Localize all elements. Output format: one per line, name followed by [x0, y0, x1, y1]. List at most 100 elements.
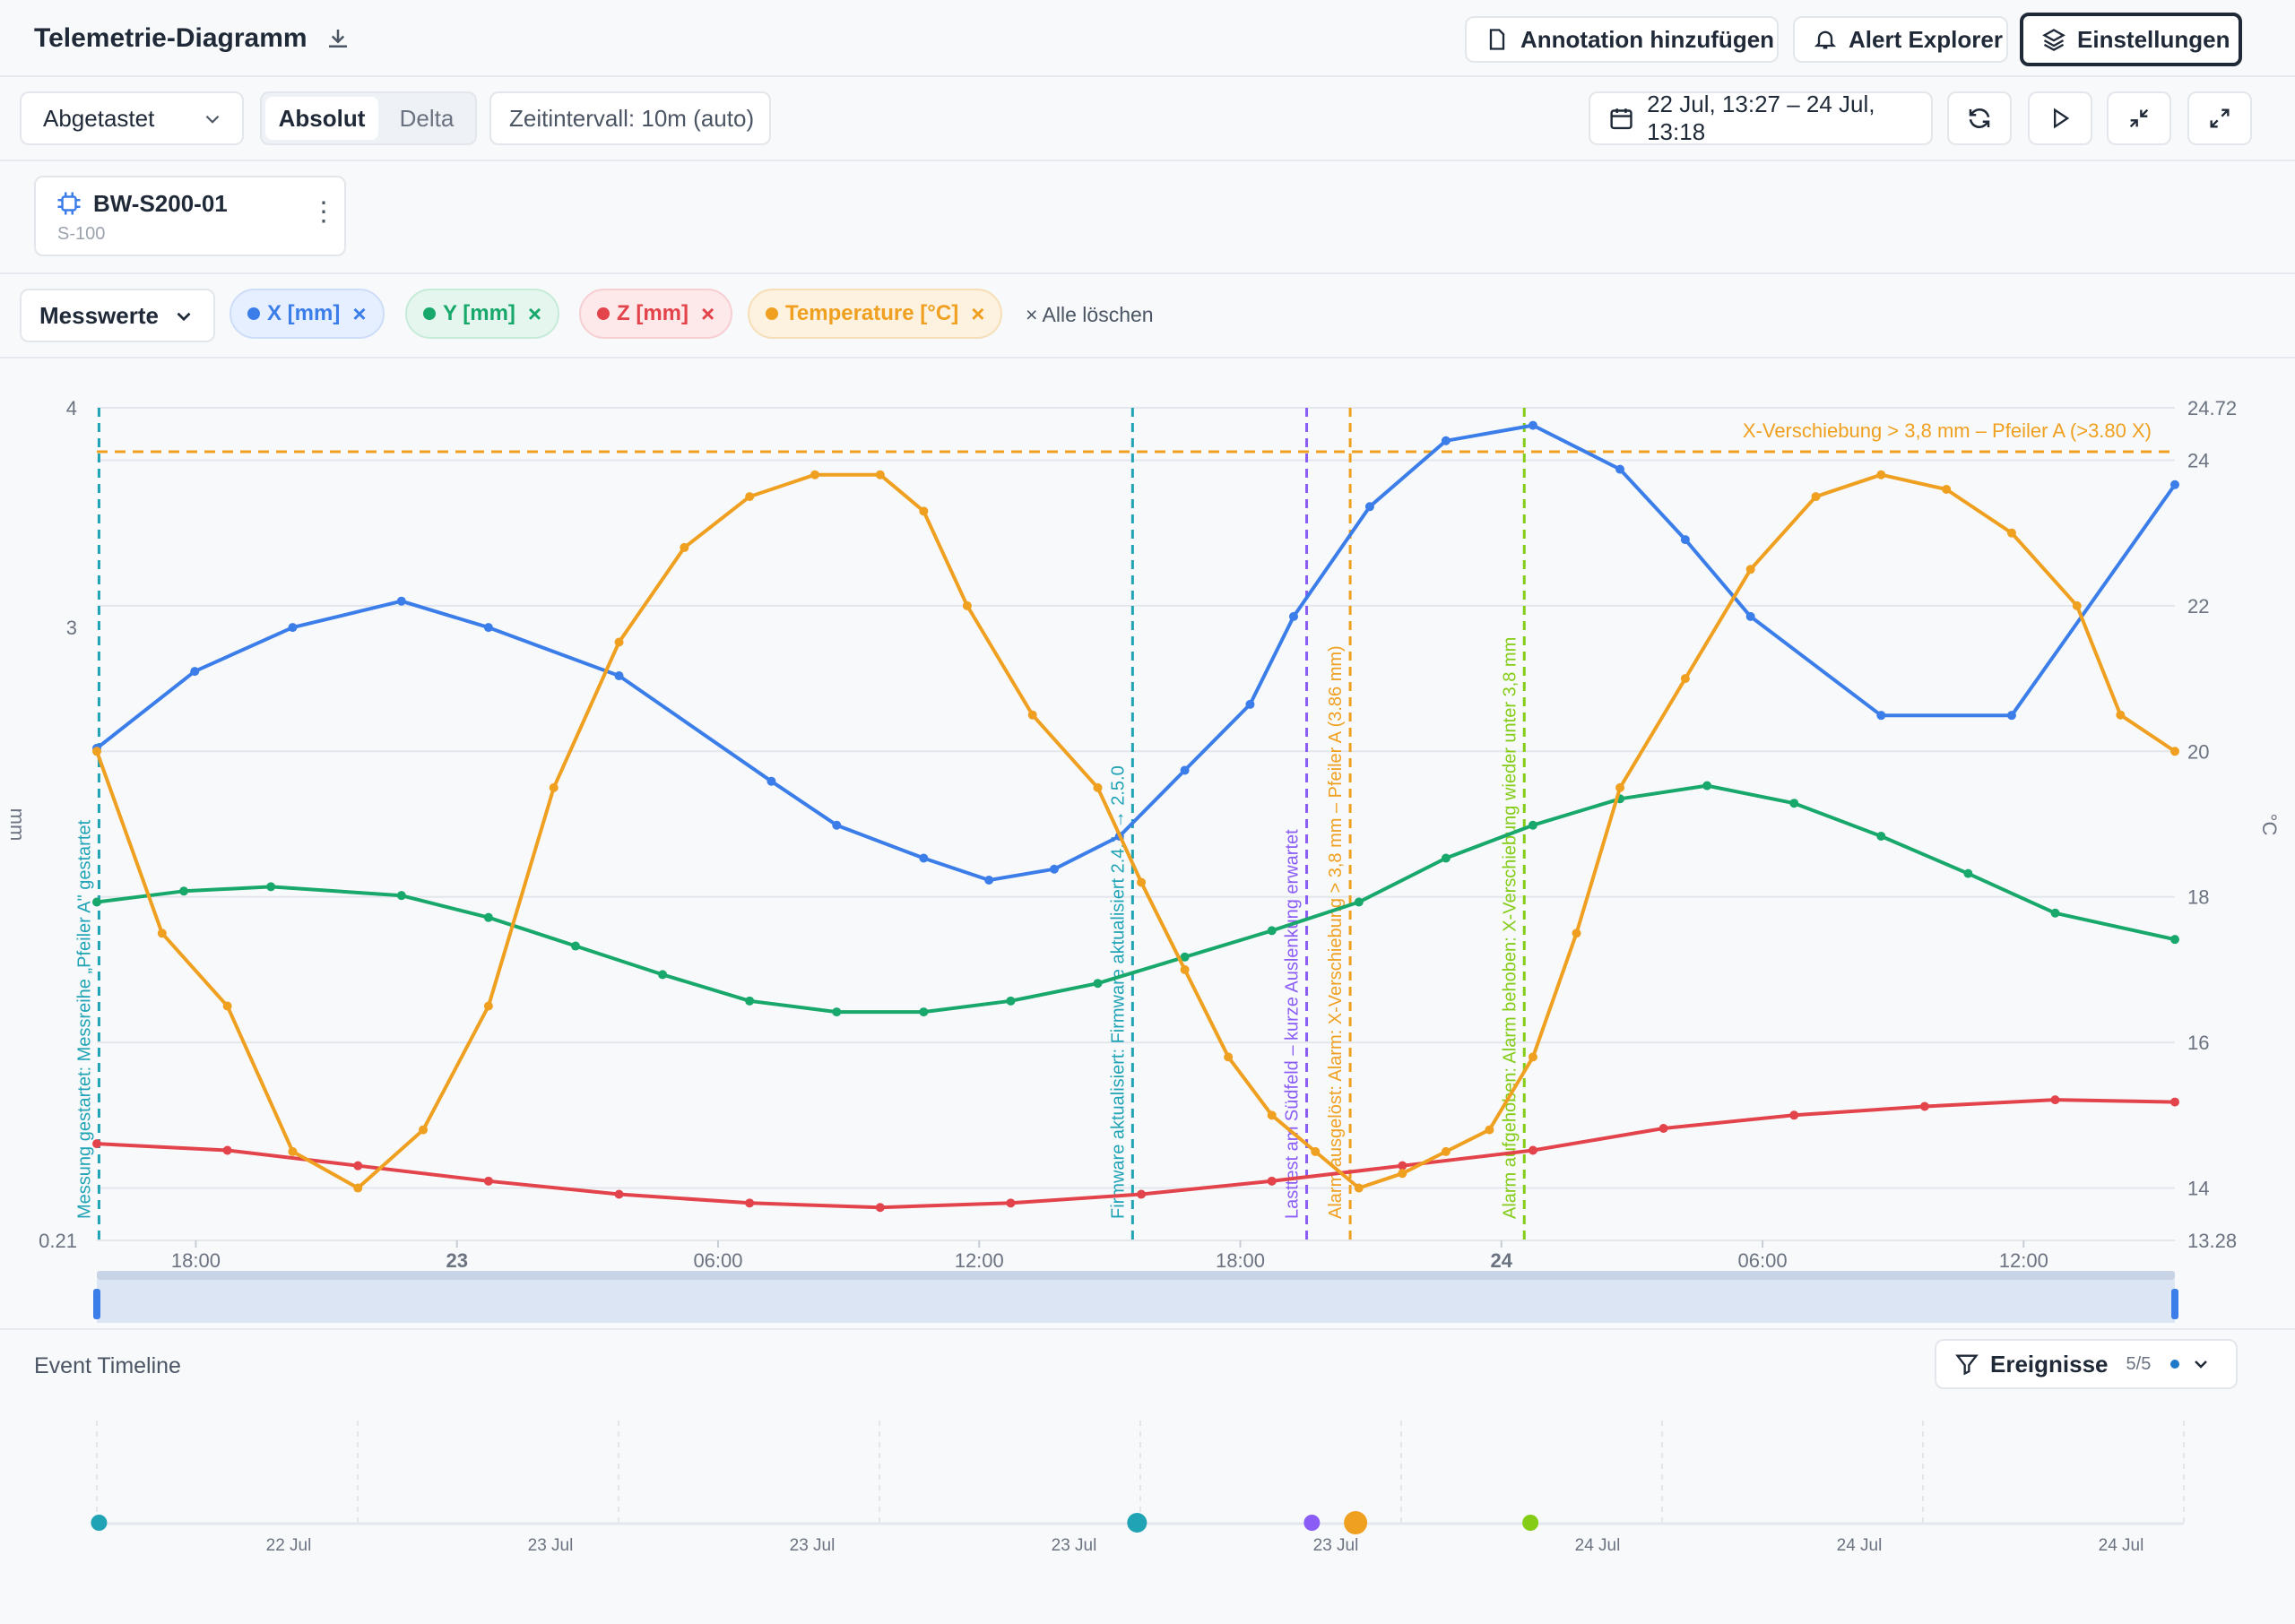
data-point: [1224, 1052, 1234, 1062]
right-axis-tick-label: 13.28: [2187, 1230, 2237, 1252]
chip-z[interactable]: Z [mm] ×: [579, 289, 733, 339]
data-point: [1245, 699, 1255, 709]
x-tick-label: 23: [446, 1249, 467, 1272]
play-button[interactable]: [2028, 91, 2092, 145]
data-point: [984, 876, 994, 885]
data-point: [1745, 611, 1755, 621]
data-point: [1137, 1189, 1147, 1199]
data-point: [483, 623, 493, 633]
fullscreen-button[interactable]: [2187, 91, 2252, 145]
data-point: [614, 671, 624, 681]
data-point: [222, 1001, 232, 1011]
x-tick-label: 18:00: [171, 1249, 221, 1272]
event-label: Alarm aufgehoben: Alarm behoben: X-Versc…: [1500, 637, 1520, 1219]
device-card[interactable]: BW-S200-01 S-100 ⋮: [34, 176, 346, 256]
header-divider: [0, 75, 2295, 77]
timeline-divider: [0, 1328, 2295, 1330]
right-axis-tick-label: 14: [2187, 1178, 2209, 1200]
interval-button[interactable]: Zeitintervall: 10m (auto): [489, 91, 771, 145]
right-axis-tick-label: 16: [2187, 1032, 2209, 1054]
minimize-icon: [2129, 108, 2149, 128]
telemetry-chart[interactable]: 24.72 24 22 20 18 16 14 13.28 4 3 0.21 mm °C 18:00 23 0…: [0, 358, 2295, 1326]
right-axis-label: °C: [2258, 814, 2281, 836]
events-filter-dot: [2170, 1360, 2180, 1369]
date-range-button[interactable]: 22 Jul, 13:27 – 24 Jul, 13:18: [1589, 91, 1933, 145]
data-point: [1288, 611, 1298, 621]
chip-y[interactable]: Y [mm] ×: [405, 289, 560, 339]
mode-select-value: Abgetastet: [43, 104, 155, 132]
series-line: [95, 423, 2177, 882]
toggle-absolute[interactable]: Absolut: [265, 97, 378, 140]
close-icon[interactable]: ×: [701, 299, 715, 327]
x-tick-label: 06:00: [693, 1249, 742, 1272]
x-tick-label: 24: [1491, 1249, 1513, 1272]
absolute-delta-toggle: Absolut Delta: [260, 91, 477, 145]
data-point: [1789, 1110, 1799, 1120]
toggle-absolute-label: Absolut: [278, 104, 366, 132]
data-point: [2116, 710, 2126, 720]
event-timeline[interactable]: 22 Jul 23 Jul 23 Jul 23 Jul 23 Jul 24 Jul 24 J…: [0, 1407, 2295, 1624]
data-point: [875, 470, 885, 479]
measurements-dropdown-label: Messwerte: [39, 301, 159, 329]
left-axis-tick-label: 3: [66, 617, 77, 639]
data-point: [157, 929, 167, 938]
chip-x[interactable]: X [mm] ×: [230, 289, 385, 339]
alert-explorer-label: Alert Explorer: [1849, 25, 2003, 53]
measurements-dropdown[interactable]: Messwerte: [20, 289, 215, 342]
data-point: [1137, 877, 1147, 887]
more-options-icon[interactable]: ⋮: [310, 197, 337, 227]
data-point: [1876, 470, 1886, 479]
x-tick-label: 06:00: [1738, 1249, 1788, 1272]
event-label: Lasttest am Südfeld – kurze Auslenkung e…: [1283, 829, 1303, 1219]
alert-explorer-button[interactable]: Alert Explorer: [1793, 16, 2008, 63]
data-point: [2170, 747, 2179, 756]
refresh-button[interactable]: [1947, 91, 2012, 145]
settings-button[interactable]: Einstellungen: [2020, 13, 2242, 66]
data-point: [92, 897, 101, 907]
close-icon[interactable]: ×: [352, 299, 367, 327]
events-filter-count: 5/5: [2126, 1353, 2152, 1374]
toggle-delta[interactable]: Delta: [382, 97, 472, 140]
clear-all-link[interactable]: × Alle löschen: [1026, 303, 1154, 326]
data-point: [2006, 711, 2016, 721]
mode-select[interactable]: Abgetastet: [20, 91, 244, 145]
data-point: [832, 1007, 842, 1017]
close-icon[interactable]: ×: [971, 299, 985, 327]
settings-label: Einstellungen: [2077, 25, 2230, 53]
data-point: [549, 782, 559, 792]
data-point: [1441, 1146, 1451, 1156]
chip-x-dot: [247, 307, 260, 320]
data-point: [745, 492, 755, 502]
timeline-event-dot: [1522, 1515, 1539, 1531]
data-point: [92, 1139, 101, 1149]
right-axis-tick-label: 24: [2187, 449, 2209, 471]
close-icon[interactable]: ×: [527, 299, 542, 327]
chevron-down-icon: [2195, 1361, 2208, 1369]
toggle-delta-label: Delta: [399, 104, 455, 132]
download-icon[interactable]: [325, 25, 351, 52]
data-point: [1398, 1161, 1407, 1170]
data-point: [745, 996, 755, 1006]
header-bar: Telemetrie-Diagramm Annotation hinzufüge…: [0, 0, 2295, 75]
data-point: [396, 596, 406, 606]
left-axis-tick-label: 4: [66, 397, 77, 419]
data-point: [1006, 996, 1016, 1006]
data-point: [92, 747, 101, 756]
data-point: [2170, 1097, 2179, 1107]
timeline-date-label: 24 Jul: [1837, 1536, 1883, 1555]
data-point: [1027, 710, 1037, 720]
data-point: [1876, 711, 1886, 721]
timeline-event-dot: [91, 1515, 108, 1531]
right-axis-tick-label: 24.72: [2187, 397, 2237, 419]
add-annotation-button[interactable]: Annotation hinzufügen: [1465, 16, 1779, 63]
collapse-button[interactable]: [2107, 91, 2171, 145]
timeline-event-dot: [1303, 1515, 1321, 1531]
device-divider: [0, 272, 2295, 274]
data-point: [1572, 929, 1581, 938]
chip-temperature[interactable]: Temperature [°C] ×: [748, 289, 1003, 339]
data-point: [1364, 502, 1374, 512]
data-point: [1702, 781, 1712, 790]
refresh-icon: [1969, 108, 1990, 128]
events-filter-button[interactable]: Ereignisse 5/5: [1935, 1339, 2238, 1389]
range-slider-selection: [97, 1280, 2175, 1323]
